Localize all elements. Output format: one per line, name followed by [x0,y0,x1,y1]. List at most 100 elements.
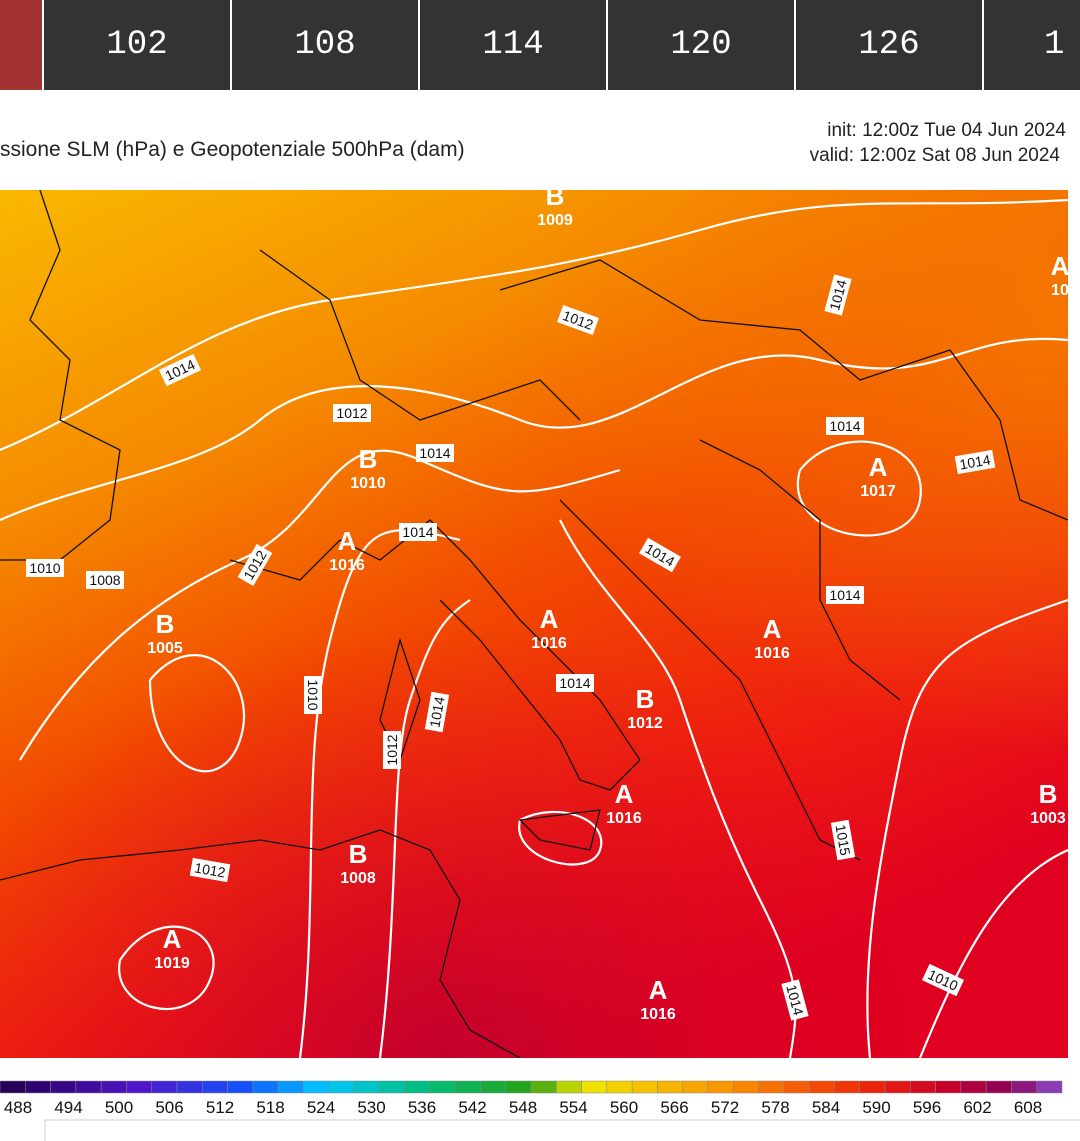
colorbar-swatch [176,1080,203,1094]
isobar-label-text: 1008 [89,572,120,588]
center-letter: A [540,604,559,634]
colorbar-swatch [581,1080,608,1094]
center-value: 1019 [154,955,190,972]
colorbar-label: 512 [206,1098,234,1117]
center-value: 1016 [329,557,365,574]
isobar-label: 1014 [826,586,864,604]
colorbar-swatch [707,1080,734,1094]
isobar-label-box [399,523,437,541]
isobar-label-text: 1012 [193,859,227,880]
isobar-label: 1012 [189,857,231,883]
colorbar-swatch [530,1080,557,1094]
center-value: 1010 [350,475,386,492]
center-letter: B [636,684,655,714]
isobar-label-box [556,674,594,692]
colorbar-swatch [657,1080,683,1094]
colorbar-label: 578 [761,1098,789,1117]
colorbar-label: 566 [660,1098,688,1117]
colorbar-swatch [227,1080,254,1094]
colorbar-label: 548 [509,1098,537,1117]
colorbar-label: 554 [559,1098,587,1117]
map-title: ssione SLM (hPa) e Geopotenziale 500hPa … [0,138,465,161]
colorbar-swatch [50,1080,77,1094]
isobar-label-box [830,819,856,861]
center-value: 1016 [754,645,790,662]
isobar-label-text: 1014 [419,445,450,461]
center-letter: A [869,452,888,482]
colorbar-swatch [100,1080,127,1094]
time-tab[interactable]: 120 [608,0,794,90]
colorbar-swatch [783,1080,810,1094]
isobar-label: 1014 [824,274,852,316]
isobar-label-box [26,559,64,577]
center-letter: A [615,779,634,809]
time-tab[interactable]: 126 [796,0,982,90]
colorbar-swatch [1011,1080,1037,1094]
colorbar-swatch [454,1080,481,1094]
isobar-label: 1014 [826,417,864,435]
colorbar-label: 494 [54,1098,82,1117]
center-value: 1003 [1030,810,1066,827]
time-tab[interactable]: 102 [44,0,230,90]
colorbar-label: 536 [408,1098,436,1117]
isobar-label: 1014 [954,449,996,475]
colorbar-swatch [126,1080,152,1094]
colorbar-swatch [151,1080,178,1094]
isobar-label-text: 1014 [826,278,850,312]
center-value: 1009 [537,212,573,229]
isobar-label: 1014 [424,691,450,733]
colorbar-label: 602 [963,1098,991,1117]
colorbar-swatch [404,1080,431,1094]
isobar-label-box [826,417,864,435]
isobar-label-text: 1014 [783,983,807,1017]
colorbar-swatch [379,1080,405,1094]
center-letter: B [546,181,565,211]
isobar-label-text: 1010 [29,560,60,576]
colorbar-label: 590 [862,1098,890,1117]
center-value: 1016 [640,1006,676,1023]
isobar-label-box [304,676,322,714]
colorbar-swatch [202,1080,228,1094]
colorbar-label: 608 [1014,1098,1042,1117]
isobar-label-box [333,404,371,422]
isobar-label-text: 1012 [384,734,400,765]
colorbar-swatch [910,1080,936,1094]
init-time: init: 12:00z Tue 04 Jun 2024 [827,120,1066,141]
time-tab[interactable]: 108 [232,0,418,90]
colorbar-swatch [606,1080,633,1094]
isobar-label: 1014 [556,674,594,692]
colorbar-label: 506 [155,1098,183,1117]
isobar-label-text: 1012 [336,405,367,421]
isobar-label: 1014 [416,444,454,462]
isobar-label-text: 1014 [559,675,590,691]
isobar-label: 1015 [830,819,856,861]
time-tab[interactable]: 1 [984,0,1080,90]
isobar-label: 1008 [86,571,124,589]
isobar-label: 1012 [333,404,371,422]
active-tab[interactable] [0,0,42,90]
center-letter: B [156,609,175,639]
colorbar-label: 488 [4,1098,32,1117]
isobar-label-text: 1010 [305,679,321,710]
isobar-label-box [921,963,965,997]
isobar-label: 1014 [781,979,809,1021]
colorbar-swatch [75,1080,102,1094]
center-value: 1005 [147,640,183,657]
colorbar-swatch [429,1080,456,1094]
colorbar-label: 572 [711,1098,739,1117]
colorbar-label: 596 [913,1098,941,1117]
isobar-label-box [424,691,450,733]
time-tab[interactable]: 114 [420,0,606,90]
isobar-label-box [954,449,996,475]
colorbar-swatch [834,1080,860,1094]
colorbar-swatch [985,1080,1012,1094]
bottom-panel [44,1119,1080,1141]
colorbar-swatch [733,1080,759,1094]
center-letter: A [649,975,668,1005]
colorbar-label: 524 [307,1098,335,1117]
colorbar-swatch [758,1080,785,1094]
center-letter: A [338,526,357,556]
isobar-label-box [158,353,202,387]
center-value: 1008 [340,870,376,887]
